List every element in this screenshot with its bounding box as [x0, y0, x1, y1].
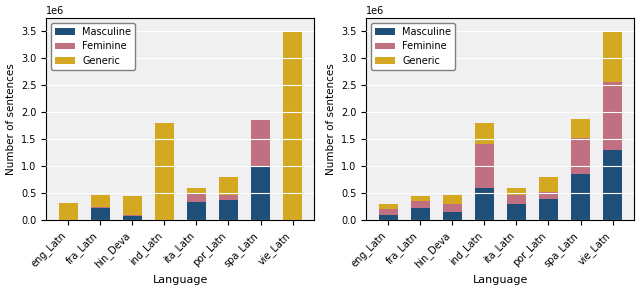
Bar [378, 215, 398, 220]
Bar [571, 174, 590, 220]
Bar [187, 188, 206, 194]
Bar [443, 212, 462, 220]
Bar [91, 196, 110, 207]
Bar [91, 207, 110, 208]
Text: 1e6: 1e6 [46, 6, 65, 16]
Bar [539, 177, 558, 192]
Bar [507, 195, 526, 204]
Bar [411, 201, 430, 208]
Y-axis label: Number of sentences: Number of sentences [326, 63, 335, 175]
Bar [475, 188, 494, 220]
Bar [603, 150, 622, 220]
Bar [187, 203, 206, 220]
X-axis label: Language: Language [473, 276, 528, 285]
Bar [251, 120, 270, 166]
Y-axis label: Number of sentences: Number of sentences [6, 63, 15, 175]
Bar [507, 188, 526, 195]
Bar [219, 200, 238, 220]
Bar [219, 196, 238, 200]
Bar [443, 204, 462, 212]
X-axis label: Language: Language [153, 276, 208, 285]
Bar [571, 138, 590, 174]
Bar [91, 208, 110, 220]
Bar [58, 203, 78, 220]
Bar [123, 215, 142, 216]
Text: 1e6: 1e6 [366, 6, 385, 16]
Bar [123, 216, 142, 220]
Bar [411, 196, 430, 201]
Bar [571, 119, 590, 138]
Bar [411, 208, 430, 220]
Bar [123, 196, 142, 215]
Bar [187, 194, 206, 203]
Bar [219, 177, 238, 196]
Bar [539, 199, 558, 220]
Bar [443, 196, 462, 204]
Bar [283, 31, 302, 220]
Bar [378, 210, 398, 215]
Legend: Masculine, Feminine, Generic: Masculine, Feminine, Generic [51, 23, 135, 70]
Bar [251, 166, 270, 220]
Bar [603, 81, 622, 150]
Bar [507, 204, 526, 220]
Bar [603, 31, 622, 81]
Bar [539, 192, 558, 199]
Bar [475, 143, 494, 188]
Bar [475, 123, 494, 143]
Legend: Masculine, Feminine, Generic: Masculine, Feminine, Generic [371, 23, 455, 70]
Bar [378, 204, 398, 210]
Bar [155, 123, 174, 220]
